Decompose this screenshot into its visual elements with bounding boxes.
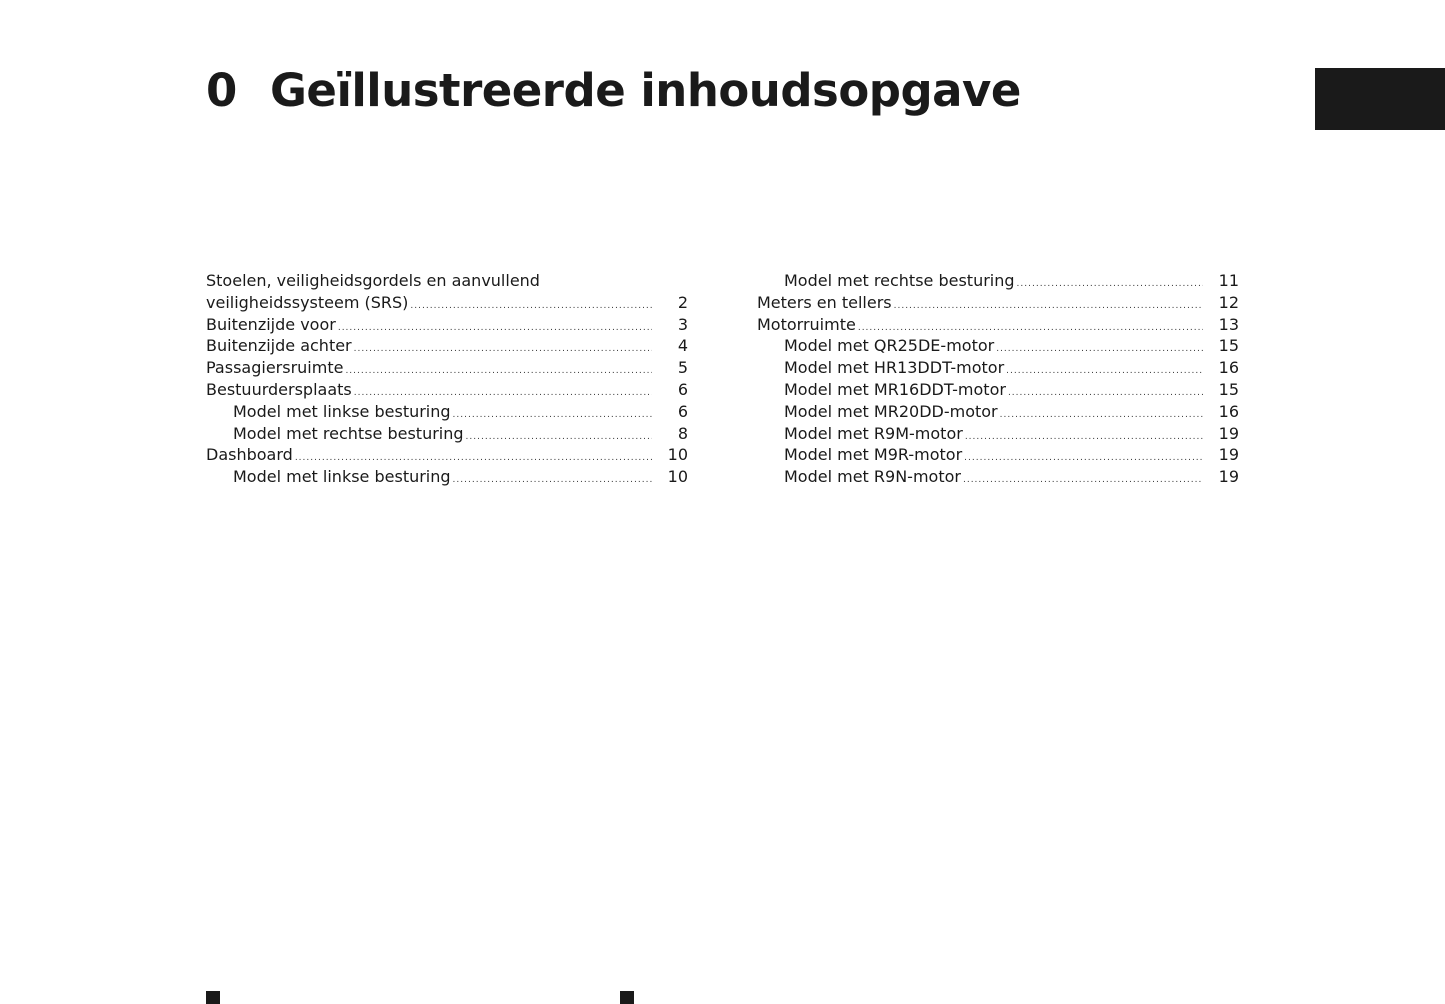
toc-entry[interactable]: Model met MR16DDT-motor 15	[757, 379, 1239, 401]
toc-left-column: Stoelen, veiligheidsgordels en aanvullen…	[206, 270, 688, 488]
leader-dots	[466, 427, 652, 449]
toc-entry-label: Meters en tellers	[757, 292, 892, 312]
toc-entry-label: Buitenzijde voor	[206, 314, 336, 334]
toc-entry-page: 4	[677, 336, 688, 356]
toc-entry-page: 16	[1218, 401, 1239, 421]
leader-dots	[996, 339, 1203, 361]
chapter-tab	[1315, 68, 1445, 130]
toc-entry-label: Model met QR25DE-motor	[784, 336, 995, 356]
toc-entry-label: Motorruimte	[757, 314, 856, 334]
toc-entry-page: 19	[1218, 467, 1239, 487]
toc-entry-label: Model met M9R-motor	[784, 445, 963, 465]
toc-entry[interactable]: Buitenzijde voor 3	[206, 314, 688, 336]
toc-entry[interactable]: Stoelen, veiligheidsgordels en aanvullen…	[206, 270, 688, 292]
leader-dots	[453, 405, 652, 427]
toc-entry-page: 15	[1218, 336, 1239, 356]
toc-entry-page: 6	[677, 379, 688, 399]
page-title: 0 Geïllustreerde inhoudsopgave	[206, 64, 1021, 117]
leader-dots	[1008, 383, 1203, 405]
toc-entry[interactable]: veiligheidssysteem (SRS) 2	[206, 292, 688, 314]
toc-entry-page: 6	[677, 401, 688, 421]
leader-dots	[354, 339, 652, 361]
toc-entry-label: veiligheidssysteem (SRS)	[206, 292, 409, 312]
toc-entry-label: Model met MR20DD-motor	[784, 401, 998, 421]
toc-entry-label: Model met HR13DDT-motor	[784, 358, 1005, 378]
toc-entry-page: 19	[1218, 445, 1239, 465]
toc-entry-label: Model met linkse besturing	[233, 467, 451, 487]
leader-dots	[965, 427, 1203, 449]
toc-entry[interactable]: Model met rechtse besturing 11	[757, 270, 1239, 292]
toc-entry-page: 5	[677, 358, 688, 378]
toc-entry-page: 3	[677, 314, 688, 334]
leader-dots	[964, 448, 1203, 470]
toc-entry-page: 10	[667, 445, 688, 465]
toc-entry[interactable]: Passagiersruimte 5	[206, 357, 688, 379]
toc-entry-page: 13	[1218, 314, 1239, 334]
toc-entry-page: 2	[677, 292, 688, 312]
toc-entry[interactable]: Model met linkse besturing 6	[206, 401, 688, 423]
toc-entry-label: Model met linkse besturing	[233, 401, 451, 421]
chapter-title: Geïllustreerde inhoudsopgave	[270, 64, 1021, 117]
toc-entry[interactable]: Motorruimte 13	[757, 314, 1239, 336]
chapter-number: 0	[206, 64, 237, 117]
toc-entry-label: Model met R9N-motor	[784, 467, 961, 487]
leader-dots	[410, 296, 652, 318]
toc-entry[interactable]: Model met MR20DD-motor 16	[757, 401, 1239, 423]
crop-mark	[206, 991, 220, 1004]
toc-entry-label: Buitenzijde achter	[206, 336, 352, 356]
leader-dots	[453, 470, 652, 492]
toc-entry-label: Model met R9M-motor	[784, 423, 963, 443]
toc-entry-label: Model met rechtse besturing	[233, 423, 464, 443]
leader-dots	[894, 296, 1203, 318]
toc-entry-page: 12	[1218, 292, 1239, 312]
toc-entry[interactable]: Model met rechtse besturing 8	[206, 423, 688, 445]
toc-entry-page: 11	[1218, 271, 1239, 290]
leader-dots	[338, 318, 652, 340]
toc-entry[interactable]: Model met QR25DE-motor 15	[757, 335, 1239, 357]
toc-entry-label: Model met MR16DDT-motor	[784, 379, 1006, 399]
toc-entry-label: Dashboard	[206, 445, 293, 465]
leader-dots	[1000, 405, 1203, 427]
toc-entry[interactable]: Buitenzijde achter 4	[206, 335, 688, 357]
toc-entry[interactable]: Model met linkse besturing 10	[206, 466, 688, 488]
toc-entry-label: Stoelen, veiligheidsgordels en aanvullen…	[206, 271, 540, 290]
toc-entry[interactable]: Model met R9N-motor 19	[757, 466, 1239, 488]
toc-entry-page: 19	[1218, 423, 1239, 443]
toc-entry-label: Passagiersruimte	[206, 358, 344, 378]
toc-entry[interactable]: Model met HR13DDT-motor 16	[757, 357, 1239, 379]
toc-entry-page: 16	[1218, 358, 1239, 378]
toc-entry[interactable]: Dashboard 10	[206, 444, 688, 466]
toc-entry-page: 8	[677, 423, 688, 443]
toc-right-column: Model met rechtse besturing 11 Meters en t…	[757, 270, 1239, 488]
toc-entry-label: Bestuurdersplaats	[206, 379, 352, 399]
leader-dots	[345, 361, 652, 383]
toc-entry-page: 15	[1218, 379, 1239, 399]
leader-dots	[1006, 361, 1203, 383]
toc-entry[interactable]: Meters en tellers 12	[757, 292, 1239, 314]
toc-entry-page: 10	[667, 467, 688, 487]
leader-dots	[1017, 274, 1203, 296]
toc-entry-label: Model met rechtse besturing	[784, 271, 1015, 290]
toc-entry[interactable]: Bestuurdersplaats 6	[206, 379, 688, 401]
leader-dots	[963, 470, 1203, 492]
toc-entry[interactable]: Model met R9M-motor 19	[757, 423, 1239, 445]
crop-mark	[620, 991, 634, 1004]
toc-entry[interactable]: Model met M9R-motor 19	[757, 444, 1239, 466]
